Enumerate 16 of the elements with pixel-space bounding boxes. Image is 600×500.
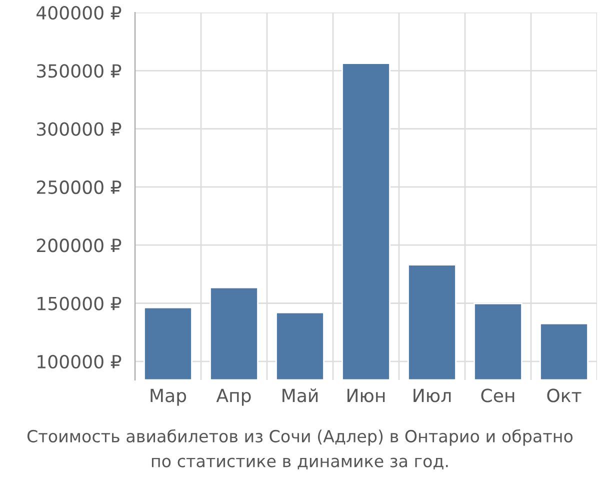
x-tick-label: Июн	[348, 388, 385, 402]
y-tick-label: 350000 ₽	[37, 64, 122, 78]
x-tick-label: Май	[282, 388, 318, 402]
x-tick-label: Апр	[216, 388, 251, 406]
y-tick-label: 100000 ₽	[38, 354, 122, 369]
y-tick-label: 300000 ₽	[37, 122, 122, 136]
y-tick-label: 400000 ₽	[36, 6, 122, 20]
y-tick-label: 200000 ₽	[36, 238, 122, 252]
text: Стоимость авиабилетов из Сочи (Адлер) в Онтарио и обратно	[27, 429, 573, 446]
y-tick-label: 250000 ₽	[36, 180, 122, 194]
text: по статистике в динамике за год.	[152, 458, 448, 470]
x-tick-label: Окт	[547, 388, 582, 402]
x-tick-label: Июл	[414, 388, 451, 402]
x-tick-label: Сен	[481, 388, 514, 402]
x-tick-label: Мар	[150, 388, 186, 406]
y-tick-label: 150000 ₽	[38, 296, 122, 310]
